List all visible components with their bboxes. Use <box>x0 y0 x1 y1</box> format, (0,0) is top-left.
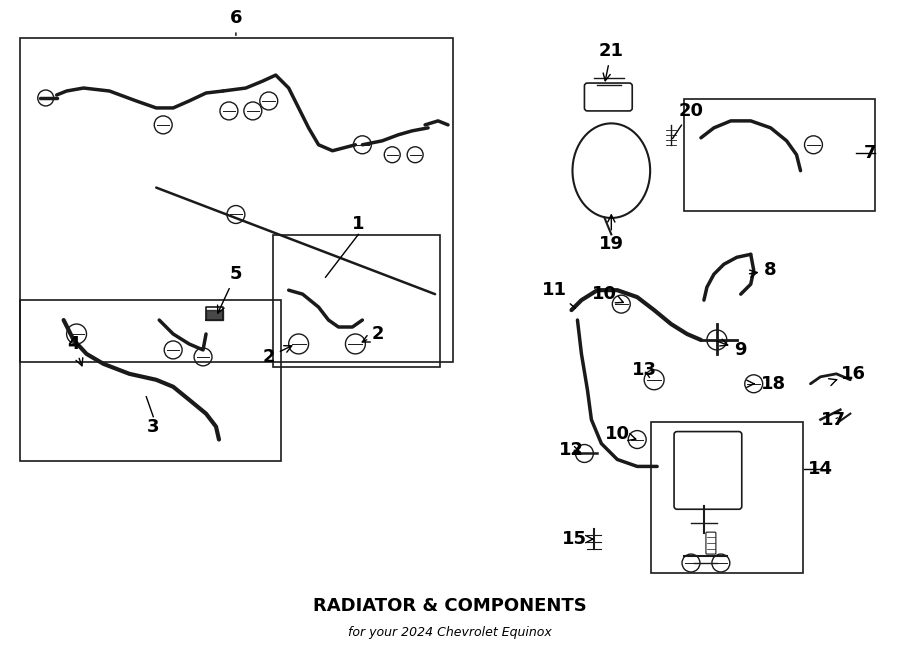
Text: 9: 9 <box>716 339 747 359</box>
Text: 15: 15 <box>562 530 593 548</box>
Text: 14: 14 <box>808 460 833 479</box>
Text: 12: 12 <box>559 440 584 459</box>
Text: 6: 6 <box>230 9 242 36</box>
Text: 17: 17 <box>821 410 846 428</box>
Text: 16: 16 <box>829 365 866 385</box>
Text: 21: 21 <box>598 42 624 81</box>
Text: 7: 7 <box>864 144 877 162</box>
Text: 19: 19 <box>598 215 624 254</box>
Text: 13: 13 <box>632 361 657 379</box>
Text: 10: 10 <box>605 424 636 443</box>
Text: 10: 10 <box>592 285 624 303</box>
Text: 18: 18 <box>747 375 787 393</box>
Text: 1: 1 <box>352 215 365 234</box>
Text: 8: 8 <box>750 261 777 279</box>
Text: 4: 4 <box>68 335 83 366</box>
Text: 2: 2 <box>363 325 384 343</box>
Text: for your 2024 Chevrolet Equinox: for your 2024 Chevrolet Equinox <box>348 626 552 639</box>
Text: 5: 5 <box>218 265 242 313</box>
Text: RADIATOR & COMPONENTS: RADIATOR & COMPONENTS <box>313 597 587 615</box>
Text: 20: 20 <box>672 102 704 138</box>
Text: 3: 3 <box>147 418 159 436</box>
Text: 2: 2 <box>263 346 292 366</box>
Text: 11: 11 <box>542 281 575 308</box>
